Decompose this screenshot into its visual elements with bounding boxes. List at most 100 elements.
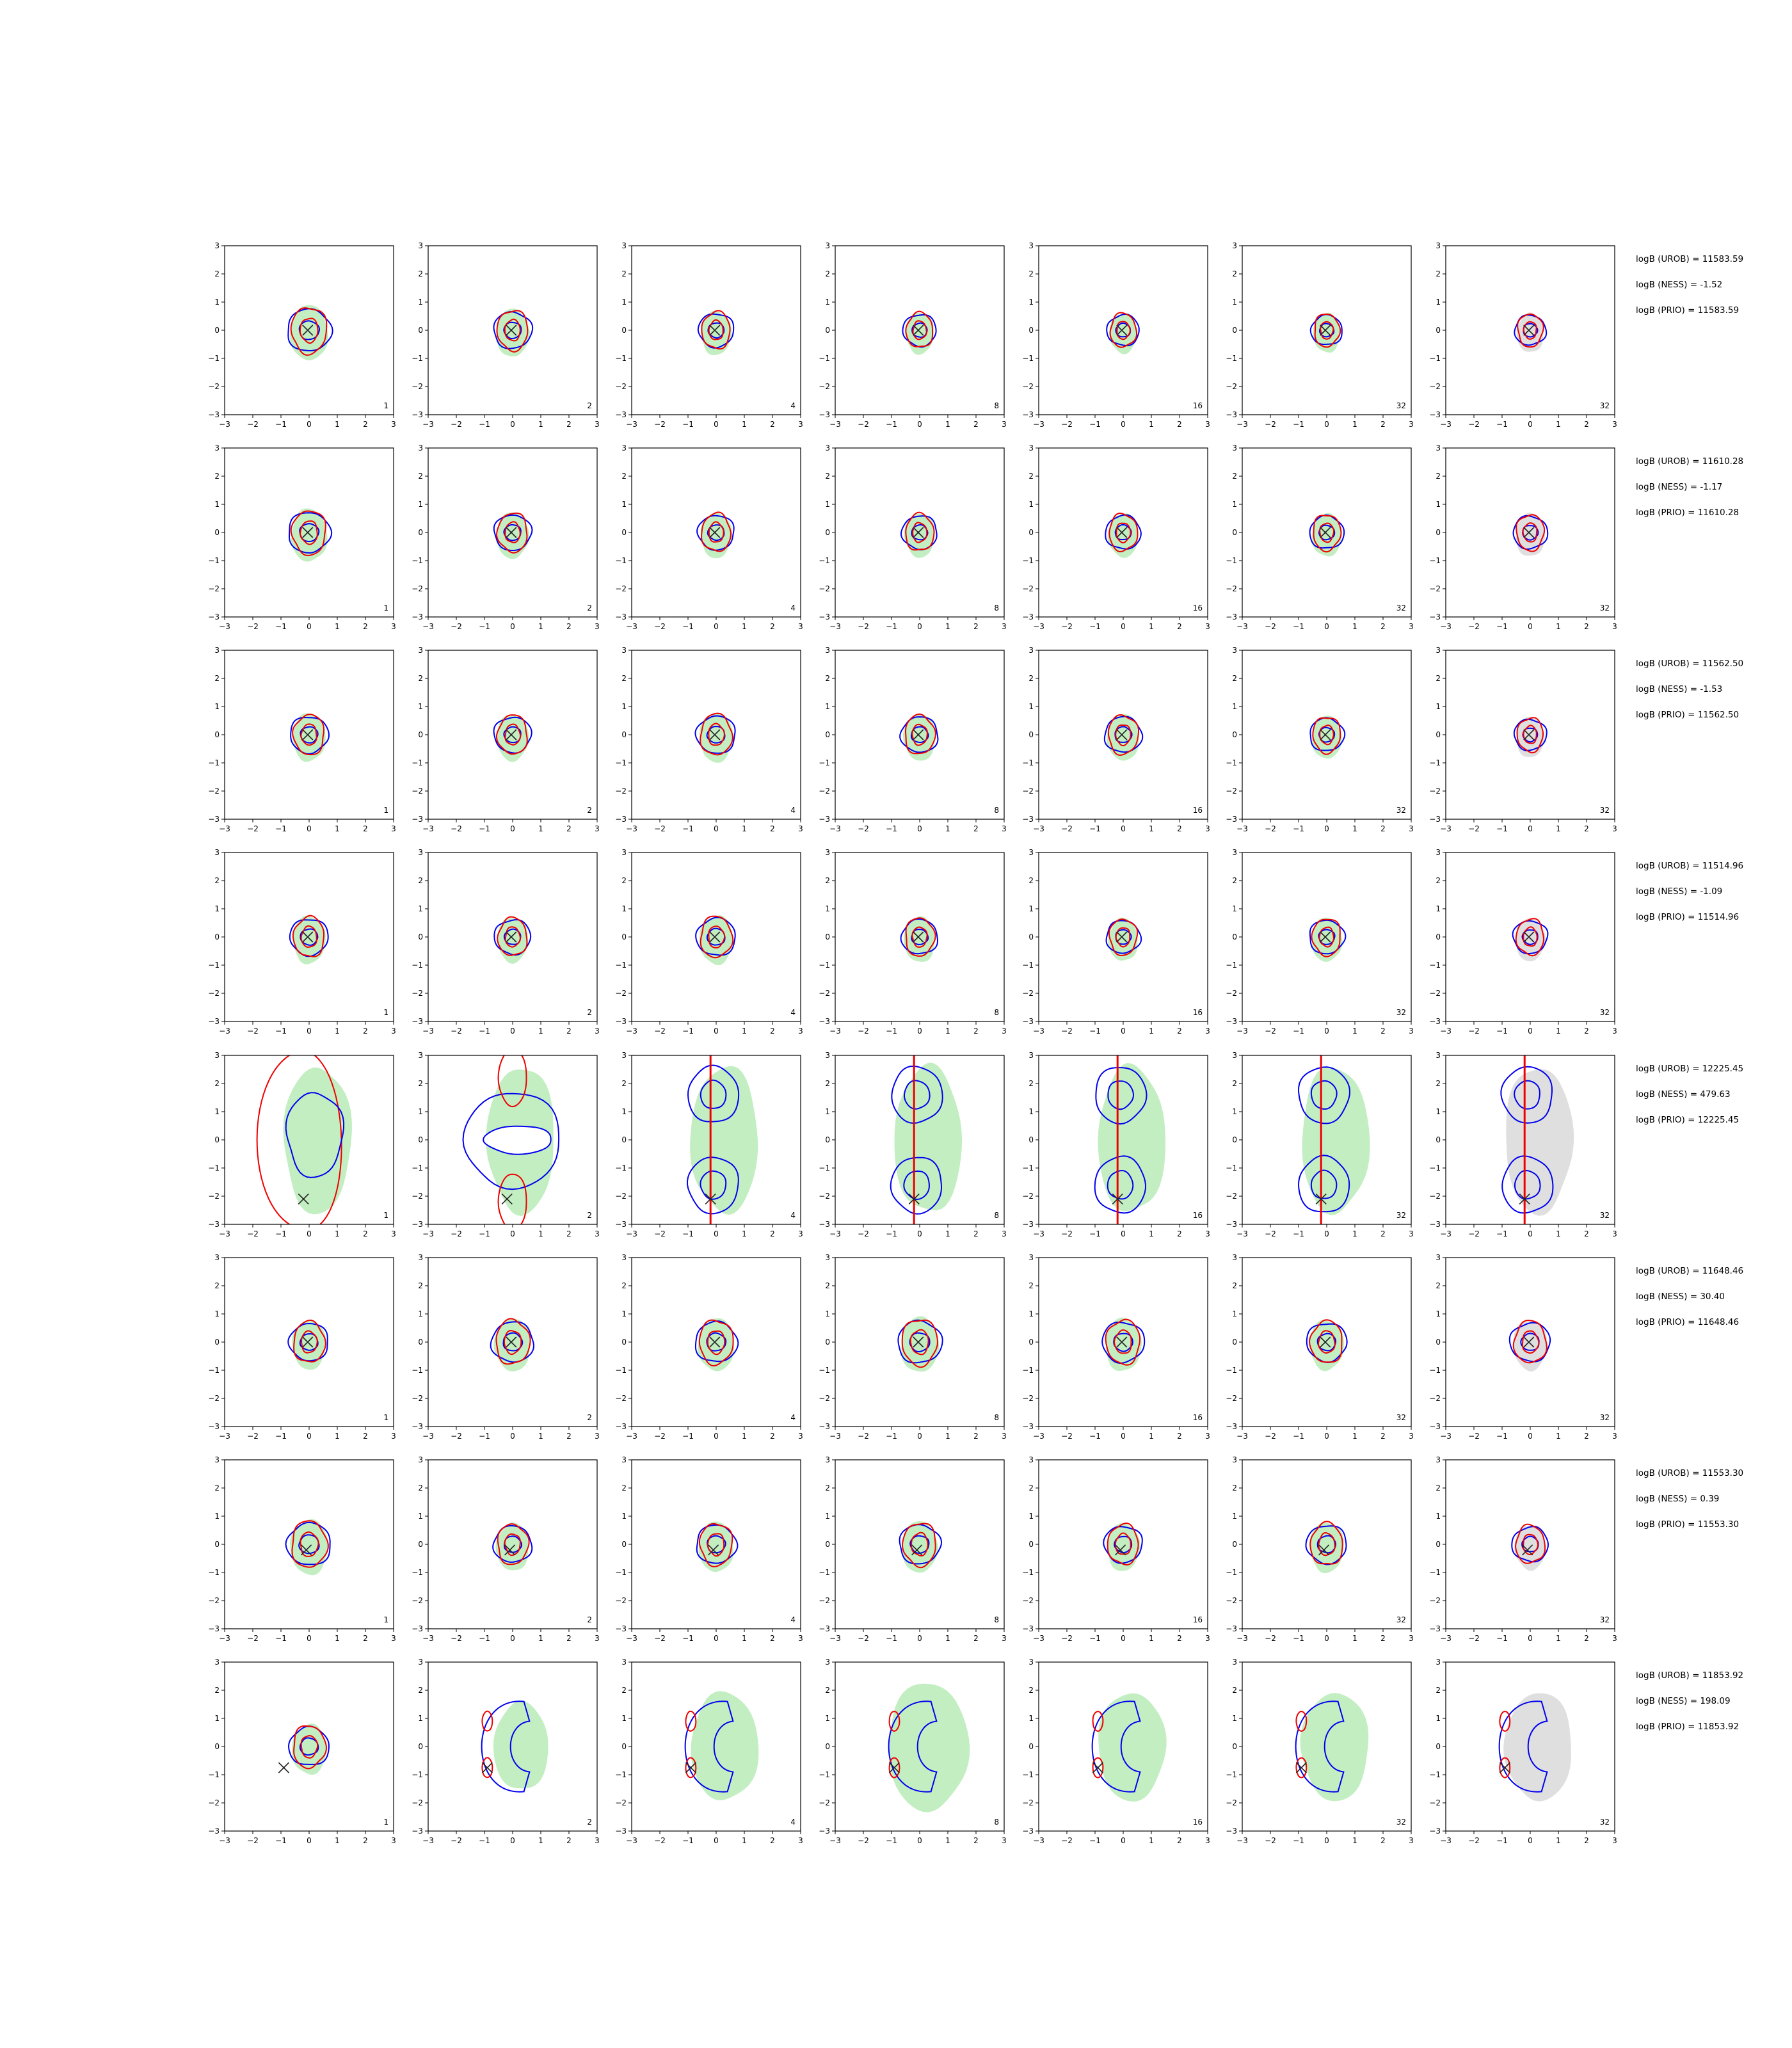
x-tick-label: 3: [595, 1634, 600, 1643]
panel-r2-c4: −3 −2 −1 0 1 2 3 −3 −2 −1 0 1 2 3 8: [819, 444, 1007, 631]
panel-r1-c3: −3 −2 −1 0 1 2 3 −3 −2 −1 0 1 2 3 4: [615, 241, 803, 429]
y-tick-label: 3: [1436, 1253, 1441, 1262]
y-tick-label: 2: [214, 269, 220, 278]
x-tick-label: 1: [1352, 1027, 1357, 1036]
y-tick-label: 2: [214, 1079, 220, 1088]
y-tick-label: −1: [1022, 961, 1034, 970]
blue-contour-inner: [700, 1079, 727, 1109]
y-tick-label: −3: [412, 1017, 423, 1026]
y-tick-label: −2: [615, 989, 627, 998]
red-contour-inner: [504, 521, 521, 543]
y-tick-label: −1: [412, 758, 423, 767]
x-marker: [908, 1193, 920, 1204]
y-tick-label: −1: [412, 556, 423, 565]
x-tick-label: 2: [1584, 1432, 1589, 1441]
y-tick-label: −3: [819, 1827, 830, 1836]
x-tick-label: −2: [1468, 420, 1480, 429]
y-tick-label: 2: [621, 269, 627, 278]
logb-stat: logB (NESS) = 0.39: [1636, 1494, 1719, 1504]
x-tick-label: −2: [858, 1634, 869, 1643]
red-contour: [1109, 312, 1137, 348]
x-tick-label: −2: [1061, 420, 1073, 429]
y-tick-label: −3: [208, 815, 220, 824]
y-tick-label: 0: [214, 1540, 220, 1549]
y-tick-label: 1: [214, 904, 220, 913]
x-tick-label: 3: [1002, 1027, 1007, 1036]
blue-contour: [1498, 1700, 1548, 1793]
y-tick-label: −1: [1429, 354, 1441, 363]
y-tick-label: −2: [819, 989, 830, 998]
x-tick-label: −2: [1265, 1634, 1276, 1643]
y-tick-label: −2: [615, 382, 627, 391]
y-tick-label: −1: [412, 354, 423, 363]
blue-contour-inner: [909, 1332, 931, 1353]
x-tick-label: 2: [1584, 824, 1589, 833]
blue-contour: [1103, 1526, 1143, 1564]
x-tick-label: 2: [363, 1634, 368, 1643]
x-tick-label: 3: [1409, 1836, 1414, 1845]
y-tick-label: −1: [208, 556, 220, 565]
blue-contour: [888, 1700, 938, 1793]
blue-contour-inner: [1316, 1535, 1337, 1554]
density-fill: [1108, 917, 1138, 961]
x-tick-label: 0: [510, 824, 515, 833]
blue-contour: [462, 1092, 560, 1190]
x-tick-label: 2: [1584, 622, 1589, 631]
x-tick-label: −3: [829, 824, 841, 833]
x-tick-label: −3: [829, 1229, 841, 1238]
red-contour-inner: [912, 522, 928, 543]
x-tick-label: 2: [1177, 1229, 1182, 1238]
x-tick-label: 3: [1002, 1634, 1007, 1643]
red-contour: [293, 1725, 327, 1770]
x-marker: [1318, 1544, 1330, 1556]
x-tick-label: 1: [945, 1432, 950, 1441]
x-tick-label: −3: [626, 420, 637, 429]
x-tick-label: 3: [798, 420, 803, 429]
x-tick-label: −1: [1089, 1027, 1101, 1036]
red-contour-inner: [300, 1531, 319, 1557]
x-marker: [709, 931, 721, 943]
x-tick-label: 1: [538, 824, 543, 833]
y-tick-label: −1: [1022, 1164, 1034, 1172]
red-contour: [1295, 1711, 1308, 1732]
blue-contour-inner: [911, 726, 929, 743]
y-tick-label: 1: [621, 1107, 627, 1116]
y-tick-label: −1: [1429, 1164, 1441, 1172]
x-tick-label: −3: [626, 1027, 637, 1036]
panel-r6-c7: −3 −2 −1 0 1 2 3 −3 −2 −1 0 1 2 3 32: [1429, 1253, 1617, 1441]
x-tick-label: −2: [451, 1432, 462, 1441]
x-tick-label: −2: [654, 1027, 666, 1036]
red-contour: [1517, 313, 1544, 348]
density-fill: [905, 312, 934, 355]
y-tick-label: 0: [1436, 326, 1441, 335]
panel-corner-label: 4: [790, 806, 796, 815]
density-fill: [290, 305, 328, 361]
panel-r4-c6: −3 −2 −1 0 1 2 3 −3 −2 −1 0 1 2 3 32: [1226, 848, 1414, 1036]
y-tick-label: 0: [1436, 1540, 1441, 1549]
panel-r1-c6: −3 −2 −1 0 1 2 3 −3 −2 −1 0 1 2 3 32: [1226, 241, 1414, 429]
x-tick-label: −1: [1293, 622, 1304, 631]
x-tick-label: 0: [307, 1027, 312, 1036]
y-tick-label: 3: [825, 1051, 830, 1060]
panel-corner-label: 4: [790, 1818, 796, 1827]
blue-contour-inner: [483, 1125, 552, 1155]
red-contour: [1107, 714, 1140, 756]
y-tick-label: 1: [825, 1107, 830, 1116]
y-tick-label: 3: [825, 444, 830, 452]
y-tick-label: −3: [819, 815, 830, 824]
y-tick-label: 2: [1232, 269, 1237, 278]
y-tick-label: −1: [615, 1568, 627, 1577]
red-contour-inner: [1523, 321, 1537, 340]
y-tick-label: −2: [1022, 1394, 1034, 1403]
panel-r7-c5: −3 −2 −1 0 1 2 3 −3 −2 −1 0 1 2 3 16: [1022, 1455, 1210, 1643]
x-tick-label: −2: [1061, 622, 1073, 631]
x-tick-label: −1: [886, 1027, 897, 1036]
y-tick-label: 1: [214, 298, 220, 307]
blue-contour-inner: [299, 1737, 319, 1756]
blue-contour-inner: [1318, 929, 1336, 945]
y-tick-label: 3: [1232, 1051, 1237, 1060]
x-marker: [1523, 324, 1535, 336]
y-tick-label: −2: [1429, 584, 1441, 593]
y-tick-label: 0: [1028, 326, 1034, 335]
